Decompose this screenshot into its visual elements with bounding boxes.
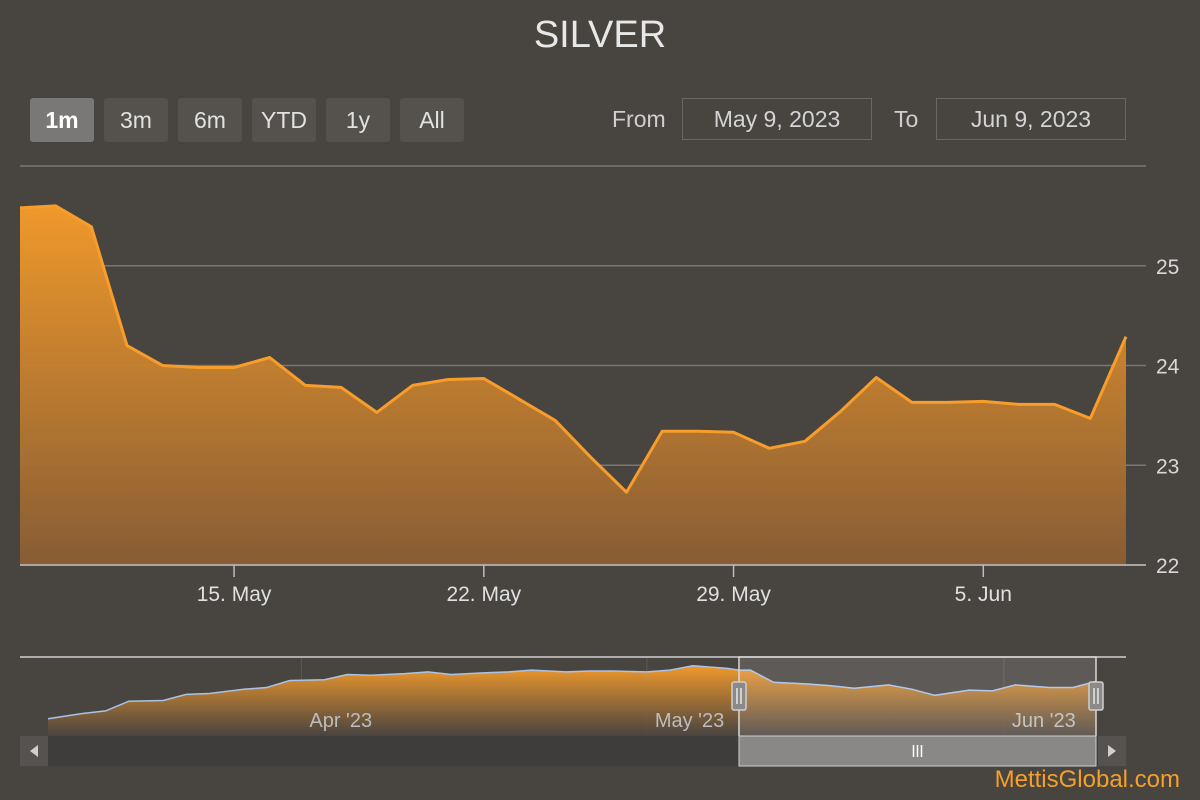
- x-tick-label: 5. Jun: [955, 583, 1012, 606]
- navigator-tick-label: May '23: [655, 710, 724, 732]
- navigator-handle-left[interactable]: [731, 681, 747, 711]
- range-button-1y[interactable]: 1y: [326, 98, 390, 142]
- series-line: [19, 204, 1128, 494]
- y-tick-label: 24: [1156, 356, 1180, 379]
- series-area: [20, 205, 1126, 565]
- to-date-input[interactable]: [936, 98, 1126, 140]
- range-button-1m[interactable]: 1m: [30, 98, 94, 142]
- navigator[interactable]: Apr '23 May '23 Jun '23: [0, 650, 1200, 770]
- to-label: To: [894, 106, 919, 132]
- main-chart: 22 23 24 25 15. May 22. May 29. May 5. Jun: [19, 165, 1180, 606]
- credit-link[interactable]: MettisGlobal.com: [994, 766, 1180, 793]
- range-button-3m[interactable]: 3m: [104, 98, 168, 142]
- range-button-ytd[interactable]: YTD: [252, 98, 316, 142]
- navigator-area: [48, 665, 1096, 736]
- navigator-line: [47, 665, 1097, 720]
- arrow-left-icon: [30, 745, 38, 757]
- scrollbar-thumb[interactable]: [738, 735, 1097, 767]
- from-label: From: [612, 106, 666, 132]
- x-tick-label: 15. May: [197, 583, 272, 606]
- range-button-6m[interactable]: 6m: [178, 98, 242, 142]
- arrow-right-icon: [1108, 745, 1116, 757]
- from-date-input[interactable]: [682, 98, 872, 140]
- x-tick-label: 22. May: [446, 583, 521, 606]
- navigator-tick-label: Jun '23: [1012, 710, 1076, 732]
- navigator-tick-label: Apr '23: [309, 710, 372, 732]
- scroll-right-button[interactable]: [1098, 736, 1126, 766]
- range-button-all[interactable]: All: [400, 98, 464, 142]
- y-tick-label: 23: [1156, 455, 1179, 478]
- chart-title: SILVER: [533, 14, 667, 56]
- navigator-window[interactable]: [738, 658, 1096, 736]
- scroll-left-button[interactable]: [20, 736, 48, 766]
- x-tick-label: 29. May: [696, 583, 771, 606]
- y-tick-label: 22: [1156, 555, 1179, 578]
- navigator-handle-right[interactable]: [1088, 681, 1104, 711]
- y-tick-label: 25: [1156, 256, 1179, 279]
